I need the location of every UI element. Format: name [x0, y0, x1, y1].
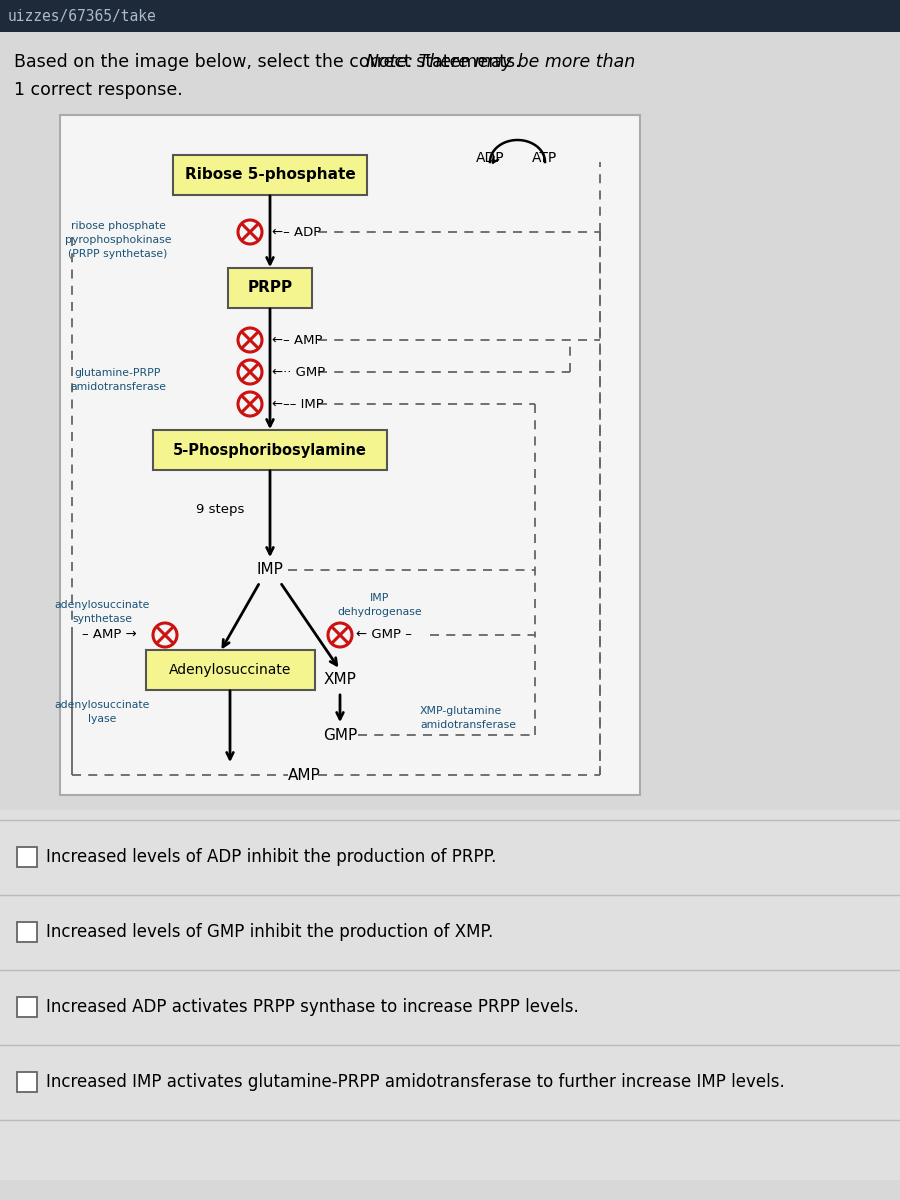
FancyBboxPatch shape	[228, 268, 312, 308]
Text: Adenylosuccinate: Adenylosuccinate	[169, 662, 292, 677]
Bar	[60, 115, 640, 794]
Bar	[0, 0, 900, 32]
Text: Increased levels of GMP inhibit the production of XMP.: Increased levels of GMP inhibit the prod…	[46, 923, 493, 941]
Text: uizzes/67365/take: uizzes/67365/take	[8, 8, 157, 24]
Text: ADP: ADP	[476, 151, 504, 164]
Text: 1 correct response.: 1 correct response.	[14, 80, 183, 98]
Text: XMP: XMP	[324, 672, 356, 688]
FancyBboxPatch shape	[146, 650, 315, 690]
Text: XMP-glutamine
amidotransferase: XMP-glutamine amidotransferase	[420, 706, 516, 730]
Text: ←–– IMP: ←–– IMP	[272, 397, 324, 410]
Text: adenylosuccinate
lyase: adenylosuccinate lyase	[54, 700, 149, 724]
FancyBboxPatch shape	[173, 155, 367, 194]
Text: ATP: ATP	[533, 151, 558, 164]
Text: IMP
dehydrogenase: IMP dehydrogenase	[338, 593, 422, 617]
Text: Increased ADP activates PRPP synthase to increase PRPP levels.: Increased ADP activates PRPP synthase to…	[46, 998, 579, 1016]
Text: Ribose 5-phosphate: Ribose 5-phosphate	[184, 168, 356, 182]
Text: ribose phosphate
pyrophosphokinase
(PRPP synthetase): ribose phosphate pyrophosphokinase (PRPP…	[65, 221, 171, 259]
Text: GMP: GMP	[323, 727, 357, 743]
Text: Note: There may be more than: Note: There may be more than	[14, 53, 635, 71]
FancyBboxPatch shape	[153, 430, 387, 470]
FancyBboxPatch shape	[17, 1072, 37, 1092]
Text: 5-Phosphoribosylamine: 5-Phosphoribosylamine	[173, 443, 367, 457]
FancyBboxPatch shape	[17, 847, 37, 866]
Text: – AMP →: – AMP →	[82, 629, 137, 642]
Text: adenylosuccinate
synthetase: adenylosuccinate synthetase	[54, 600, 149, 624]
FancyBboxPatch shape	[17, 997, 37, 1018]
Bar	[0, 810, 900, 1180]
Text: IMP: IMP	[256, 563, 284, 577]
Text: ←– AMP: ←– AMP	[272, 334, 322, 347]
Text: AMP: AMP	[288, 768, 320, 782]
Text: 9 steps: 9 steps	[196, 504, 244, 516]
Text: ←·· GMP: ←·· GMP	[272, 366, 325, 378]
Text: PRPP: PRPP	[248, 281, 292, 295]
Text: ←– ADP: ←– ADP	[272, 226, 321, 239]
Text: glutamine-PRPP
amidotransferase: glutamine-PRPP amidotransferase	[70, 368, 166, 392]
Text: Increased levels of ADP inhibit the production of PRPP.: Increased levels of ADP inhibit the prod…	[46, 848, 497, 866]
FancyBboxPatch shape	[17, 922, 37, 942]
Text: Increased IMP activates glutamine-PRPP amidotransferase to further increase IMP : Increased IMP activates glutamine-PRPP a…	[46, 1073, 785, 1091]
Text: Based on the image below, select the correct statements.: Based on the image below, select the cor…	[14, 53, 526, 71]
Text: ← GMP –: ← GMP –	[356, 629, 412, 642]
